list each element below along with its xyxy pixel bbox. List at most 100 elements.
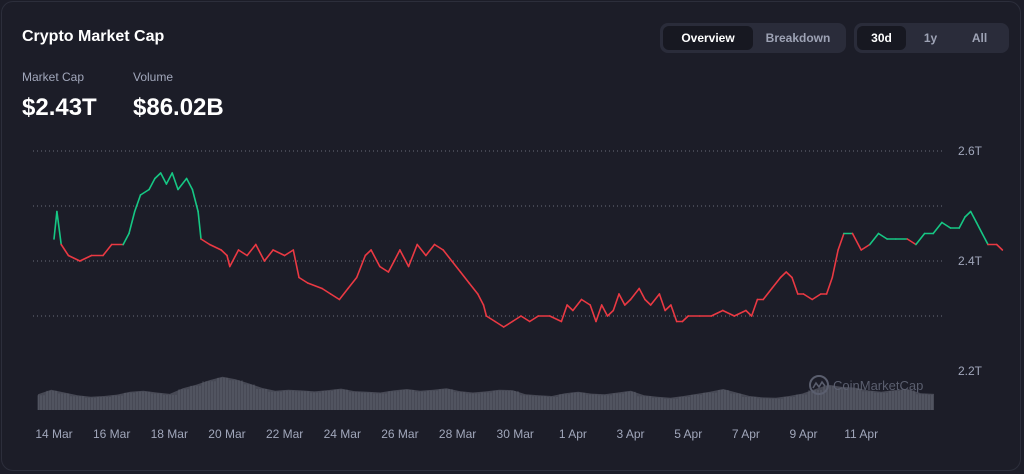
x-tick-label: 18 Mar xyxy=(151,427,188,441)
x-axis-ticks: 14 Mar 16 Mar 18 Mar 20 Mar 22 Mar 24 Mar 26 M… xyxy=(35,427,878,441)
x-tick-label: 24 Mar xyxy=(324,427,361,441)
price-line-segment xyxy=(721,309,736,317)
x-tick-label: 30 Mar xyxy=(497,427,534,441)
price-line-segment xyxy=(476,293,485,306)
price-line-segment xyxy=(618,293,626,306)
y-tick-label: 2.6T xyxy=(958,144,983,158)
price-line-segment xyxy=(802,293,814,301)
price-line-segment xyxy=(860,243,871,251)
price-line-segment xyxy=(263,249,274,262)
price-line-segment xyxy=(964,210,972,218)
y-tick-label: 2.4T xyxy=(958,254,983,268)
market-cap-value: $2.43T xyxy=(22,94,97,121)
price-line-segment xyxy=(220,249,228,257)
price-line-segment xyxy=(255,243,266,262)
price-line-segment xyxy=(750,298,759,317)
volume-value: $86.02B xyxy=(133,94,224,121)
price-line-segment xyxy=(154,172,162,180)
price-line-segment xyxy=(589,304,597,323)
price-line-segment xyxy=(128,210,136,235)
price-line-segment xyxy=(416,243,427,257)
price-line-segment xyxy=(159,172,168,185)
x-tick-label: 26 Mar xyxy=(381,427,418,441)
price-line-segment xyxy=(364,249,372,257)
price-line-segment xyxy=(975,221,984,235)
price-line-segment xyxy=(407,243,419,268)
price-line-segment xyxy=(681,315,690,323)
price-line-segment xyxy=(197,210,202,240)
x-tick-label: 5 Apr xyxy=(674,427,702,441)
x-tick-label: 20 Mar xyxy=(208,427,245,441)
range-all-button[interactable]: All xyxy=(971,31,988,45)
price-line-segment xyxy=(237,249,248,257)
price-line-segment xyxy=(606,309,615,317)
price-line-segment xyxy=(459,271,470,284)
price-line-segment xyxy=(595,304,603,323)
price-line-segment xyxy=(733,309,747,317)
x-tick-label: 7 Apr xyxy=(732,427,760,441)
price-line-segment xyxy=(785,271,793,279)
price-line-segment xyxy=(572,298,583,312)
range-1y-button[interactable]: 1y xyxy=(923,31,938,45)
breakdown-tab[interactable]: Breakdown xyxy=(765,31,831,45)
price-line-segment xyxy=(399,249,410,268)
price-line-segment xyxy=(226,254,231,268)
price-line-segment xyxy=(868,232,880,246)
price-line-segment xyxy=(393,249,401,262)
price-line-segment xyxy=(185,177,194,191)
market-cap-label: Market Cap xyxy=(22,70,85,84)
price-line-segment xyxy=(600,304,609,317)
price-line-segment xyxy=(272,249,286,257)
price-line-segment xyxy=(122,232,130,246)
price-line-segment xyxy=(494,320,505,328)
x-tick-label: 22 Mar xyxy=(266,427,303,441)
y-tick-label: 2.2T xyxy=(958,364,983,378)
y-axis-ticks: 2.6T 2.4T 2.2T xyxy=(958,144,983,378)
price-line-segment xyxy=(148,177,156,191)
price-line-segment xyxy=(165,172,173,185)
price-line-segment xyxy=(745,309,753,317)
range-30d-button[interactable]: 30d xyxy=(857,26,906,50)
price-line-segment xyxy=(995,243,1004,251)
price-line-segment xyxy=(941,221,952,229)
price-line-segment xyxy=(779,271,788,279)
price-line-segment xyxy=(548,315,563,323)
price-line-segment xyxy=(442,249,453,262)
price-line-segment xyxy=(644,298,652,306)
price-line-segment xyxy=(710,309,724,317)
price-line-segment xyxy=(387,260,396,273)
x-tick-label: 9 Apr xyxy=(790,427,818,441)
price-line-segment xyxy=(329,293,341,301)
volume-layer xyxy=(37,376,934,410)
price-line-segment xyxy=(450,260,462,273)
price-line-segment xyxy=(528,315,540,323)
x-tick-label: 14 Mar xyxy=(35,427,72,441)
price-line-segment xyxy=(877,232,888,240)
price-line-segment xyxy=(482,304,488,317)
price-line-segment xyxy=(208,243,222,251)
price-line-segment xyxy=(355,254,367,279)
price-line-segment xyxy=(649,293,661,306)
range-toggle: 30d 1y All xyxy=(854,23,1009,53)
price-line-segment xyxy=(831,249,839,279)
price-line-segment xyxy=(560,304,568,323)
x-tick-label: 11 Apr xyxy=(844,427,878,441)
coinmarketcap-logo-mark xyxy=(812,380,826,389)
price-line-segment xyxy=(191,188,199,213)
watermark-layer: CoinMarketCap xyxy=(809,375,923,395)
price-line-segment xyxy=(292,249,300,279)
x-tick-label: 16 Mar xyxy=(93,427,130,441)
price-line-segment xyxy=(566,304,574,312)
volume-label: Volume xyxy=(133,70,174,84)
price-line-segment xyxy=(638,287,646,301)
price-line-segment xyxy=(811,293,822,301)
price-line-segment xyxy=(60,243,70,257)
price-line-segment xyxy=(791,276,799,295)
price-line-segment xyxy=(229,249,240,268)
overview-tab[interactable]: Overview xyxy=(663,26,753,50)
price-line-segment xyxy=(468,282,479,295)
price-line-segment xyxy=(837,232,845,251)
price-line-segment xyxy=(425,243,436,257)
price-line-segment xyxy=(139,188,150,196)
